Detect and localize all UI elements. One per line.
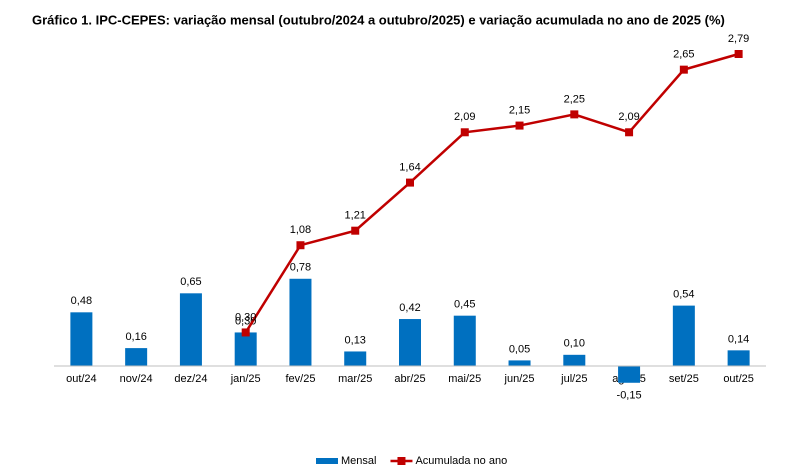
data-label: 0,10	[564, 338, 585, 350]
data-label: 0,16	[125, 331, 146, 343]
data-label: 0,65	[180, 276, 201, 288]
data-label: 1,64	[399, 162, 420, 174]
x-tick-label: nov/24	[120, 373, 153, 385]
data-label: 0,48	[71, 295, 92, 307]
bar	[508, 360, 531, 366]
x-tick-label: jun/25	[504, 373, 535, 385]
x-tick-label: jul/25	[560, 373, 587, 385]
line-marker	[406, 178, 414, 187]
data-label: 2,15	[509, 104, 530, 116]
line-marker	[570, 110, 579, 119]
bar	[125, 348, 148, 366]
data-label: 0,78	[290, 262, 311, 274]
line-marker	[734, 50, 743, 58]
data-label: 2,65	[673, 49, 694, 61]
x-tick-label: dez/24	[174, 373, 207, 385]
data-label: 0,54	[673, 289, 694, 301]
bar	[179, 293, 202, 366]
data-label: 1,08	[290, 224, 311, 236]
line-marker	[351, 226, 360, 235]
bar	[672, 305, 695, 366]
data-label: 0,45	[454, 299, 475, 311]
x-tick-label: mai/25	[448, 373, 481, 385]
x-tick-label: fev/25	[285, 373, 315, 385]
x-tick-label: set/25	[669, 373, 699, 385]
line	[244, 52, 739, 334]
bar	[344, 351, 367, 366]
data-label: 0,13	[345, 334, 366, 346]
line-marker	[625, 128, 634, 137]
x-tick-label: abr/25	[394, 373, 425, 385]
data-label: 0,14	[728, 333, 749, 345]
x-tick-label: mar/25	[338, 373, 372, 385]
x-tick-label: out/24	[66, 373, 97, 385]
line-marker	[679, 65, 688, 74]
data-label: 0,42	[399, 302, 420, 314]
line-marker	[241, 328, 250, 337]
bar	[234, 332, 257, 366]
x-tick-label: jan/25	[230, 373, 261, 385]
data-label: 0,05	[509, 343, 530, 355]
data-label: 2,25	[564, 93, 585, 105]
data-label: 1,21	[345, 210, 366, 222]
legend-label: Mensal	[341, 455, 376, 467]
legend-label: Acumulada no ano	[415, 455, 507, 467]
data-label: 0,30	[235, 311, 256, 323]
data-label: 2,79	[728, 33, 749, 45]
bar	[563, 354, 586, 366]
data-label: -0,15	[617, 390, 642, 402]
legend-swatch	[397, 457, 406, 465]
x-tick-label: out/25	[723, 373, 754, 385]
bar	[727, 350, 750, 366]
legend-swatch	[316, 458, 338, 464]
line-marker	[296, 241, 305, 250]
chart-title: Gráfico 1. IPC-CEPES: variação mensal (o…	[32, 12, 725, 27]
data-label: 2,09	[454, 111, 475, 123]
data-label: 2,09	[618, 111, 639, 123]
bar	[453, 315, 476, 366]
line-marker	[460, 128, 469, 137]
bar	[289, 278, 312, 366]
line-marker	[515, 121, 524, 130]
bar	[618, 366, 641, 383]
bar	[70, 312, 93, 366]
bar	[399, 319, 421, 366]
